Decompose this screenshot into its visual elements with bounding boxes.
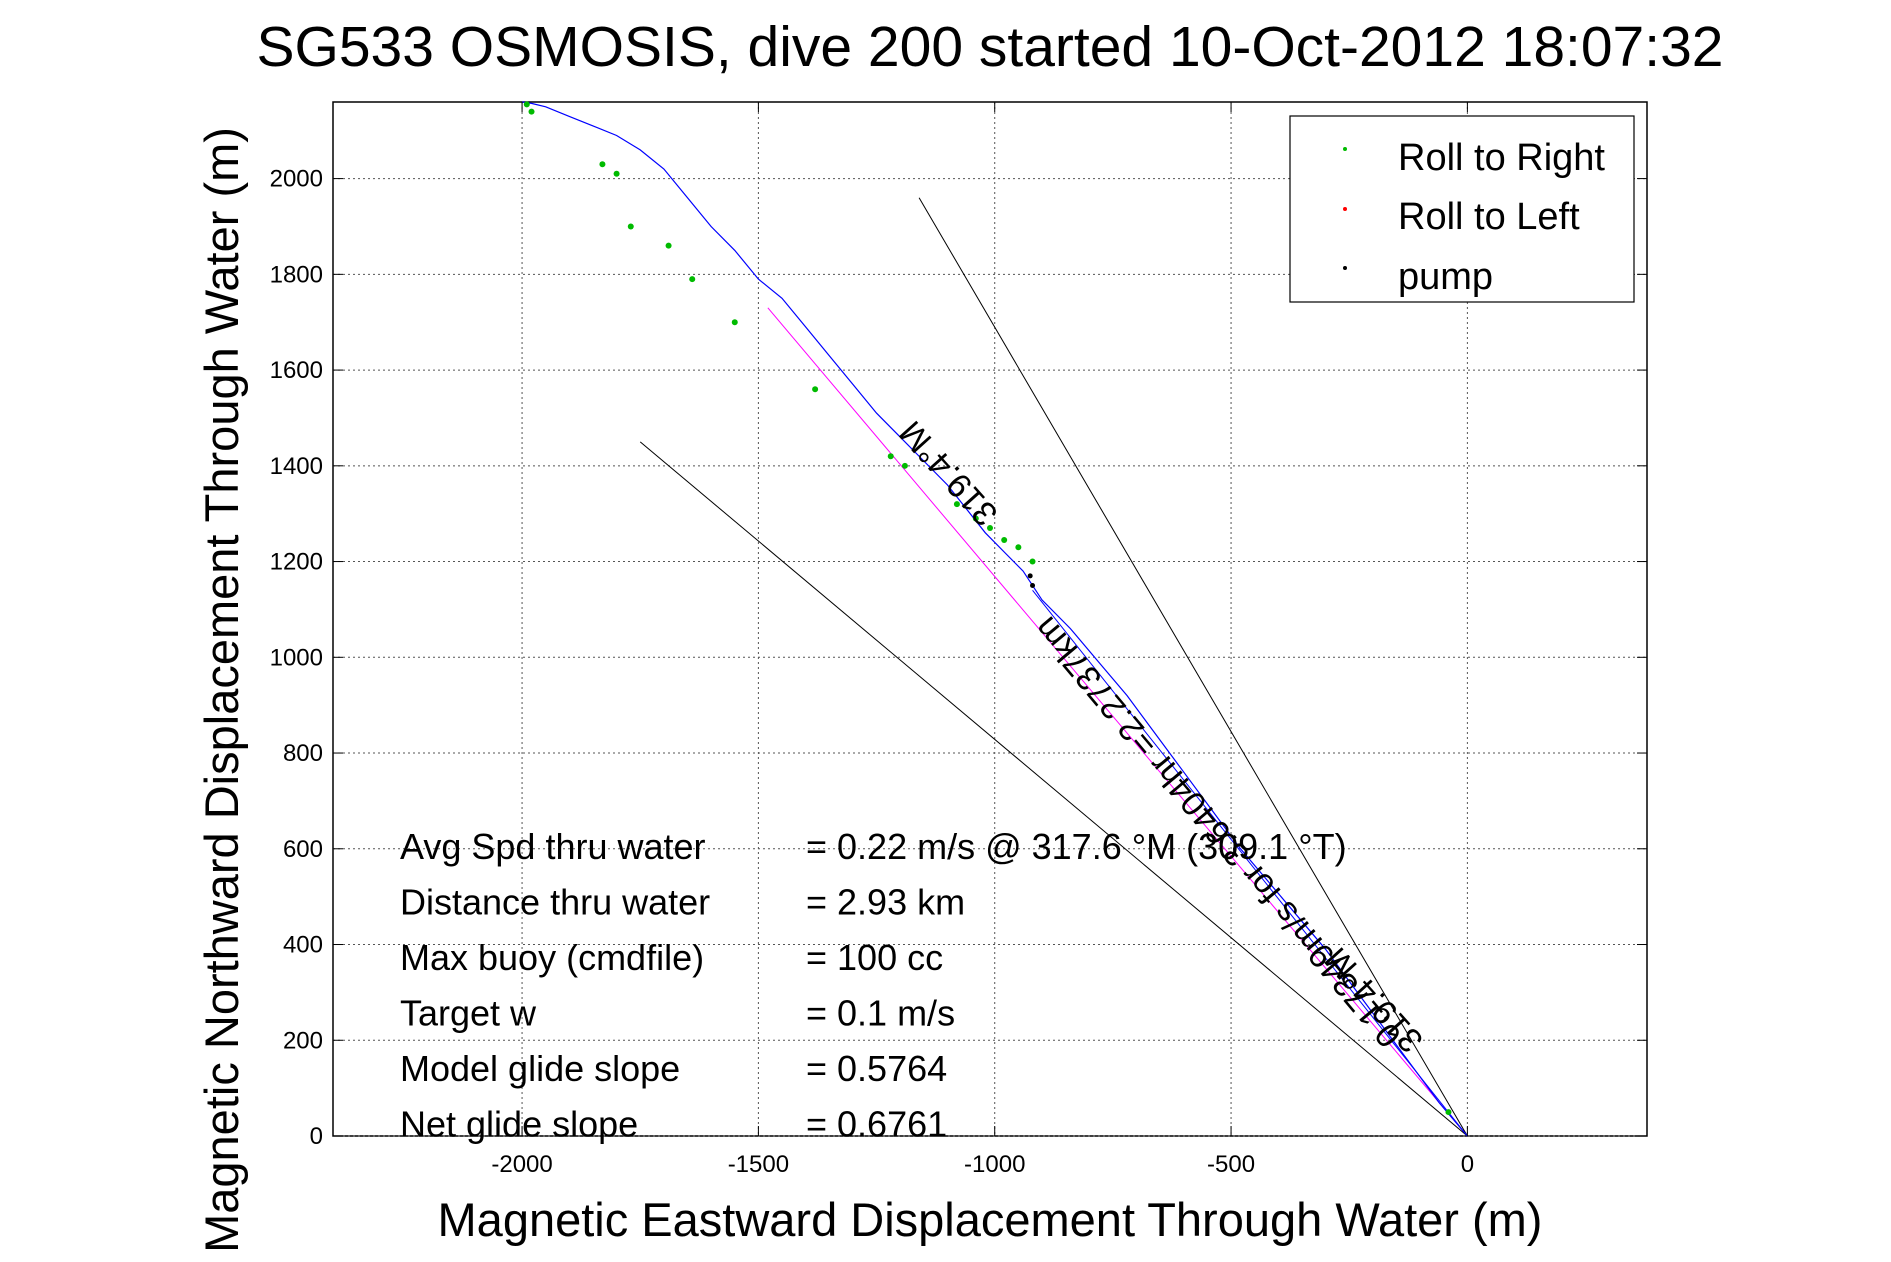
roll-right-point bbox=[1029, 558, 1036, 565]
x-tick-label: -1000 bbox=[964, 1151, 1025, 1178]
stats-label: Max buoy (cmdfile) bbox=[400, 937, 704, 978]
stats-value: = 0.6761 bbox=[806, 1104, 947, 1145]
roll-right-point bbox=[1001, 537, 1008, 544]
y-axis-title: Magnetic Northward Displacement Through … bbox=[195, 127, 248, 1253]
y-tick-label: 600 bbox=[283, 836, 323, 863]
x-tick-label: 0 bbox=[1461, 1151, 1474, 1178]
legend-marker-pump bbox=[1343, 266, 1347, 270]
x-tick-label: -500 bbox=[1207, 1151, 1255, 1178]
roll-right-point bbox=[887, 453, 894, 460]
y-tick-label: 800 bbox=[283, 740, 323, 767]
legend-label-roll-right: Roll to Right bbox=[1398, 137, 1605, 179]
roll-right-point bbox=[665, 242, 672, 249]
y-tick-label: 1200 bbox=[270, 549, 323, 576]
stats-value: = 100 cc bbox=[806, 937, 943, 978]
legend-marker-roll-right bbox=[1343, 147, 1347, 151]
roll-right-point bbox=[523, 101, 530, 108]
legend-box bbox=[1289, 115, 1635, 303]
roll-right-point bbox=[613, 170, 620, 177]
pump-point bbox=[1027, 573, 1033, 579]
y-tick-label: 1600 bbox=[270, 357, 323, 384]
legend-label-roll-left: Roll to Left bbox=[1398, 196, 1580, 238]
roll-right-point bbox=[627, 223, 634, 230]
stats-value: = 0.5764 bbox=[806, 1048, 947, 1089]
y-tick-label: 1400 bbox=[270, 453, 323, 480]
roll-right-point bbox=[1445, 1109, 1452, 1116]
y-tick-label: 200 bbox=[283, 1027, 323, 1054]
dive-track-line bbox=[522, 101, 1468, 1137]
pump-point bbox=[1030, 582, 1036, 588]
legend-marker-roll-left bbox=[1343, 207, 1347, 211]
roll-right-point bbox=[689, 276, 696, 283]
y-tick-label: 1000 bbox=[270, 644, 323, 671]
roll-right-point bbox=[901, 462, 908, 469]
current-direction-line bbox=[1032, 589, 1468, 1137]
grid bbox=[333, 102, 1647, 1137]
stats-value: = 0.22 m/s @ 317.6 °M (309.1 °T) bbox=[806, 826, 1347, 867]
stats-label: Avg Spd thru water bbox=[400, 826, 706, 867]
stats-block: Avg Spd thru water = 0.22 m/s @ 317.6 °M … bbox=[400, 826, 1347, 1145]
x-tick-label: -2000 bbox=[491, 1151, 552, 1178]
stats-value: = 0.1 m/s bbox=[806, 993, 955, 1034]
y-tick-label: 0 bbox=[310, 1123, 323, 1150]
stats-label: Distance thru water bbox=[400, 882, 710, 923]
roll-right-point bbox=[972, 515, 979, 522]
y-tick-label: 400 bbox=[283, 932, 323, 959]
chart-title: SG533 OSMOSIS, dive 200 started 10-Oct-2… bbox=[257, 15, 1724, 79]
roll-right-point bbox=[528, 108, 535, 115]
legend: Roll to Right Roll to Left pump bbox=[1289, 115, 1635, 303]
x-tick-label: -1500 bbox=[728, 1151, 789, 1178]
y-tick-label: 1800 bbox=[270, 261, 323, 288]
stats-value: = 2.93 km bbox=[806, 882, 965, 923]
y-tick-label: 2000 bbox=[270, 166, 323, 193]
stats-label: Net glide slope bbox=[400, 1104, 638, 1145]
legend-label-pump: pump bbox=[1398, 256, 1493, 298]
roll-right-point bbox=[812, 386, 819, 393]
roll-right-point bbox=[731, 319, 738, 326]
roll-right-point bbox=[599, 161, 606, 168]
axis-ticks: -2000 -1500 -1000 -500 0 0 200 400 600 800 1000 120… bbox=[270, 102, 1647, 1178]
points-layer bbox=[523, 101, 1452, 1116]
roll-right-point bbox=[953, 501, 960, 508]
glide-bound-upper bbox=[918, 197, 1468, 1137]
roll-right-point bbox=[1015, 544, 1022, 551]
roll-right-point bbox=[987, 525, 993, 532]
x-axis-title: Magnetic Eastward Displacement Through W… bbox=[438, 1193, 1543, 1246]
track-layer bbox=[522, 101, 1468, 1137]
glide-bound-lower bbox=[639, 441, 1468, 1137]
stats-label: Target w bbox=[400, 993, 537, 1034]
stats-label: Model glide slope bbox=[400, 1048, 680, 1089]
guide-lines bbox=[639, 197, 1468, 1137]
heading-line bbox=[767, 307, 1468, 1137]
